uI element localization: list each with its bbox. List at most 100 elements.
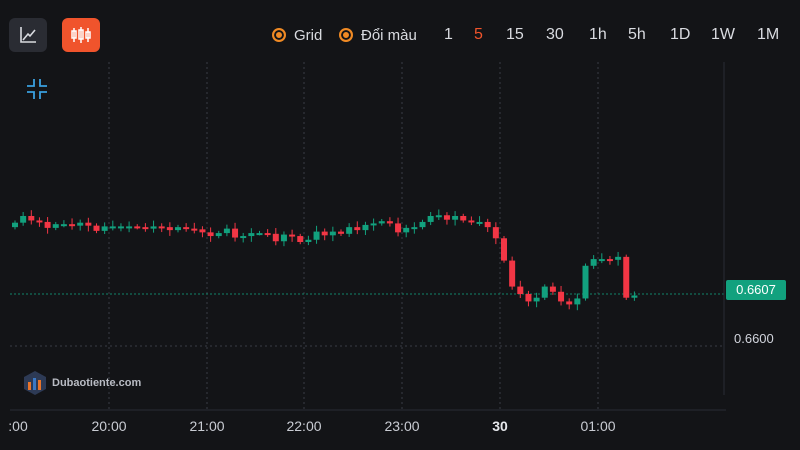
x-tick-label: 22:00 [286,418,322,434]
candle-body [44,221,51,228]
timeframe-5h[interactable]: 5h [628,26,646,43]
candle-body [36,220,43,223]
candle-body [93,225,100,231]
candle-body [362,224,369,231]
candle-body [12,222,18,228]
candle-body [28,216,35,221]
candle-body [175,227,181,231]
candle-body [346,227,353,234]
x-tick-label: 30 [492,418,508,434]
candle-body [101,226,108,231]
candle-body [109,226,116,229]
grid-radio[interactable] [272,28,286,42]
candle-body [411,227,418,230]
candle-body [386,221,393,224]
candle-body [85,222,92,226]
candle-body [126,226,133,229]
candle-body [615,256,622,260]
candle-body [558,291,565,302]
candle-body [509,260,516,287]
candle-body [142,227,149,230]
candle-body [215,233,222,237]
candle-body [52,224,59,228]
candle-body [533,297,540,302]
candle-body [321,231,328,236]
watermark: Dubaotiente.com [22,370,141,396]
timeframe-5[interactable]: 5 [474,26,483,43]
candle-body [199,229,206,233]
timeframe-15[interactable]: 15 [506,26,524,43]
candle-body [313,231,320,240]
line-chart-button[interactable] [9,18,47,52]
candle-body [590,259,597,266]
collapse-icon[interactable] [25,77,49,101]
x-tick-label: 21:00 [189,418,225,434]
candle-body [395,223,402,233]
candle-body [631,295,638,298]
candle-body [443,215,450,220]
x-tick-label: 01:00 [580,418,616,434]
candle-body [232,228,239,238]
candle-body [574,298,581,305]
candle-body [549,286,556,292]
candle-body [460,216,467,221]
candle-body [166,227,173,231]
candle-body [354,227,361,231]
price-label: 0.6600 [734,331,774,346]
candle-body [223,228,230,234]
candle-body [329,231,336,236]
color-label: Đổi màu [361,26,417,44]
candle-body [419,221,426,228]
color-option[interactable]: Đổi màu [339,25,417,45]
candle-body [20,216,27,223]
candle-body [484,221,491,228]
color-radio[interactable] [339,28,353,42]
x-tick-label: 23:00 [384,418,420,434]
timeframe-30[interactable]: 30 [546,26,564,43]
candle-body [240,236,247,239]
timeframe-1h[interactable]: 1h [589,26,607,43]
toolbar: Grid Đổi màu 1 5 15 30 1h 5h 1D 1W 1M [0,0,800,70]
candle-body [378,221,385,224]
grid-label: Grid [294,26,323,44]
candle-body [468,220,475,223]
timeframe-1m[interactable]: 1M [757,26,780,43]
candle-body [248,233,255,237]
line-chart-icon [20,27,36,43]
candle-body [264,233,271,236]
candle-body [517,286,524,294]
candle-body [623,256,630,298]
candlestick-button[interactable] [62,18,100,52]
candle-body [158,226,165,229]
candle-body [69,224,76,227]
candle-body [501,238,507,261]
candle-body [338,231,344,234]
candle-body [256,233,263,236]
timeframe-1[interactable]: 1 [444,26,453,43]
grid-option[interactable]: Grid [272,25,322,45]
candle-body [272,233,279,242]
candle-body [297,236,304,242]
candlestick-icon [71,27,91,43]
x-tick-label: 20:00 [91,418,127,434]
candle-body [134,226,141,229]
candle-body [289,234,296,237]
candle-body [525,294,532,302]
candle-body [435,215,442,218]
timeframe-1w[interactable]: 1W [711,26,735,43]
candle-body [452,216,459,220]
candle-body [280,234,287,242]
watermark-text: Dubaotiente.com [52,377,142,389]
candle-body [191,228,198,231]
candle-body [598,259,605,262]
candle-body [150,226,157,229]
dubaotiente-logo [24,371,46,395]
candle-body [427,216,434,222]
candle-body [183,227,190,230]
candle-body [541,286,548,298]
candle-body [305,239,312,242]
timeframe-1d[interactable]: 1D [670,26,691,43]
x-tick-label: :00 [8,418,28,434]
candle-body [582,265,589,299]
